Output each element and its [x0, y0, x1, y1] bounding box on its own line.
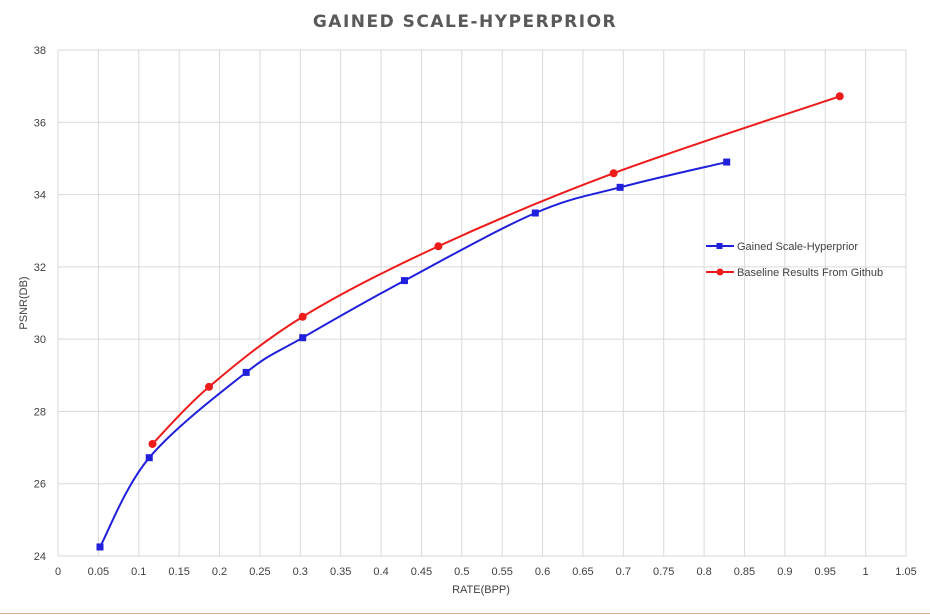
chart-title: GAINED SCALE-HYPERPRIOR — [313, 12, 617, 32]
x-tick-label: 0.7 — [616, 566, 631, 578]
data-point-square — [400, 277, 408, 285]
y-tick-label: 30 — [34, 334, 46, 346]
y-tick-label: 34 — [34, 190, 46, 202]
data-point-square — [723, 158, 731, 166]
x-axis-label: RATE(BPP) — [452, 584, 510, 596]
series-line — [99, 161, 727, 548]
y-tick-label: 24 — [34, 551, 46, 563]
y-tick-label: 32 — [34, 262, 46, 274]
data-point-circle — [205, 382, 214, 391]
x-tick-label: 0.65 — [572, 566, 593, 578]
y-tick-label: 28 — [34, 406, 46, 418]
x-tick-label: 0.6 — [535, 566, 550, 578]
x-tick-label: 0.75 — [653, 566, 674, 578]
x-tick-label: 0.2 — [212, 566, 227, 578]
x-tick-label: 0.1 — [131, 566, 146, 578]
data-point-square — [616, 183, 624, 191]
legend-label: Gained Scale-Hyperprior — [737, 241, 858, 253]
legend-item: Gained Scale-Hyperprior — [706, 241, 858, 253]
data-point-circle — [609, 169, 618, 178]
x-tick-label: 0.4 — [373, 566, 388, 578]
x-tick-label: 0.5 — [454, 566, 469, 578]
grid — [57, 49, 907, 557]
x-tick-label: 0.9 — [777, 566, 792, 578]
y-axis-label: PSNR(DB) — [18, 276, 30, 329]
legend-label: Baseline Results From Github — [737, 267, 883, 279]
data-point-square — [145, 454, 153, 462]
legend-item: Baseline Results From Github — [706, 267, 883, 279]
data-point-square — [299, 334, 307, 342]
series-baseline-results — [148, 92, 844, 448]
legend-marker-circle — [716, 268, 724, 276]
data-point-square — [96, 543, 104, 551]
legend-marker-square — [716, 243, 723, 249]
data-point-circle — [298, 312, 307, 321]
data-point-circle — [835, 92, 844, 101]
x-axis-ticks: 0 0.05 0.1 0.15 0.2 0.25 0.3 0.35 0.4 0.45 0.5 0.55… — [55, 566, 917, 578]
x-tick-label: 0.25 — [249, 566, 270, 578]
data-point-square — [242, 368, 250, 376]
x-tick-label: 0.8 — [696, 566, 711, 578]
series-gained-scale-hyperprior — [96, 158, 731, 551]
y-tick-label: 38 — [34, 45, 46, 57]
x-tick-label: 1.05 — [895, 566, 916, 578]
x-tick-label: 0.35 — [330, 566, 351, 578]
y-axis-ticks: 24 26 28 30 32 34 36 38 — [34, 45, 46, 563]
x-tick-label: 0.3 — [293, 566, 308, 578]
y-tick-label: 26 — [34, 479, 46, 491]
x-tick-label: 0.55 — [491, 566, 512, 578]
data-point-circle — [148, 439, 157, 448]
x-tick-label: 0.45 — [411, 566, 432, 578]
x-tick-label: 0.85 — [734, 566, 755, 578]
x-tick-label: 0.95 — [815, 566, 836, 578]
y-tick-label: 36 — [34, 117, 46, 129]
x-tick-label: 1 — [863, 566, 869, 578]
data-point-circle — [434, 242, 443, 251]
legend: Gained Scale-Hyperprior Baseline Results … — [706, 241, 883, 279]
series — [96, 92, 844, 551]
x-tick-label: 0.05 — [88, 566, 109, 578]
x-tick-label: 0 — [55, 566, 61, 578]
x-tick-label: 0.15 — [168, 566, 189, 578]
data-point-square — [531, 209, 539, 217]
